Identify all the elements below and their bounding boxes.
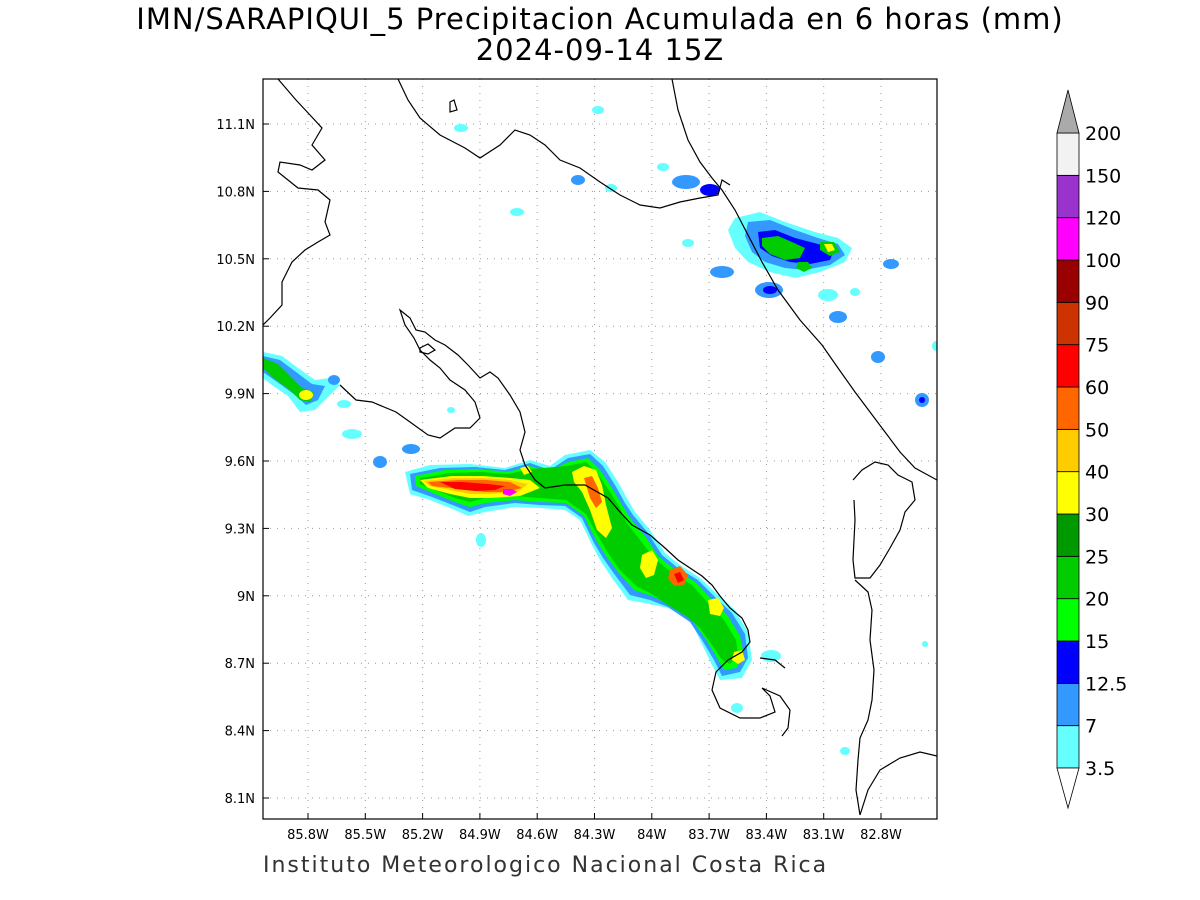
lat-tick-label: 10.8N xyxy=(216,185,255,200)
footer-credit: Instituto Meteorologico Nacional Costa R… xyxy=(263,853,829,878)
map-grid: 85.8W 85.5W 85.2W 84.9W 84.6W 84.3W 84W 83.7W 83… xyxy=(216,79,937,843)
panama-border-south xyxy=(854,579,875,816)
colorbar-label: 15 xyxy=(1085,631,1109,653)
coastlines xyxy=(263,79,937,816)
colorbar-segment xyxy=(1056,471,1080,515)
nicoya-gulf-coast xyxy=(339,308,791,737)
colorbar-label: 12.5 xyxy=(1085,673,1127,695)
pacific-coastline xyxy=(263,79,331,326)
lon-tick-label: 83.7W xyxy=(688,828,730,843)
panama-pacific xyxy=(859,751,937,816)
precipitation-field xyxy=(263,106,937,755)
lat-tick-label: 9.3N xyxy=(225,522,255,537)
lon-tick-label: 85.2W xyxy=(402,828,444,843)
caribbean-coast xyxy=(671,79,937,481)
lat-tick-label: 8.4N xyxy=(225,725,255,740)
colorbar-top-arrow xyxy=(1056,89,1080,134)
colorbar-label: 7 xyxy=(1085,716,1097,738)
colorbar-segment xyxy=(1056,555,1080,600)
colorbar-segment xyxy=(1056,682,1080,727)
colorbar-segment xyxy=(1056,217,1080,261)
lat-tick-label: 8.7N xyxy=(225,657,255,672)
colorbar-label: 150 xyxy=(1085,165,1121,187)
lon-tick-label: 83.1W xyxy=(803,828,845,843)
colorbar-label: 75 xyxy=(1085,335,1109,357)
lat-tick-label: 9.9N xyxy=(225,388,255,403)
colorbar: 3.5 7 12.5 15 20 25 30 40 50 60 75 90 100 120 150 200 xyxy=(1056,89,1127,810)
colorbar-segment xyxy=(1056,344,1080,388)
lat-tick-label: 9N xyxy=(237,590,255,605)
rain-band-northwest xyxy=(263,352,928,755)
colorbar-segment xyxy=(1056,259,1080,303)
lat-tick-label: 10.5N xyxy=(216,253,255,268)
colorbar-label: 200 xyxy=(1085,123,1121,145)
colorbar-label: 20 xyxy=(1085,589,1109,611)
lon-tick-label: 84W xyxy=(637,828,667,843)
lon-tick-label: 84.6W xyxy=(516,828,558,843)
chira-island xyxy=(419,343,437,355)
colorbar-label: 25 xyxy=(1085,546,1109,568)
colorbar-segment xyxy=(1056,598,1080,642)
lon-tick-label: 84.9W xyxy=(459,828,501,843)
colorbar-bottom-arrow xyxy=(1056,767,1080,810)
lat-tick-label: 10.2N xyxy=(216,320,255,335)
osa-peninsula xyxy=(759,657,786,669)
colorbar-segment xyxy=(1056,301,1080,346)
colorbar-label: 30 xyxy=(1085,504,1109,526)
colorbar-segment xyxy=(1056,640,1080,684)
lat-tick-label: 8.1N xyxy=(225,792,255,807)
colorbar-segment xyxy=(1056,725,1080,769)
rain-band-northeast xyxy=(454,106,937,407)
colorbar-label: 100 xyxy=(1085,250,1121,272)
colorbar-label: 120 xyxy=(1085,208,1121,230)
lon-tick-label: 84.3W xyxy=(574,828,616,843)
map-valid-time: 2024-09-14 15Z xyxy=(475,33,725,67)
colorbar-segment xyxy=(1056,513,1080,557)
colorbar-segment xyxy=(1056,132,1080,176)
nicaragua-border xyxy=(397,79,731,209)
colorbar-label: 50 xyxy=(1085,419,1109,441)
colorbar-segment xyxy=(1056,428,1080,473)
map-frame xyxy=(262,78,938,820)
lon-tick-label: 85.5W xyxy=(344,828,386,843)
colorbar-label: 3.5 xyxy=(1085,758,1115,780)
rain-band-central xyxy=(405,450,752,680)
colorbar-label: 90 xyxy=(1085,292,1109,314)
lat-tick-label: 9.6N xyxy=(225,455,255,470)
panama-border xyxy=(852,461,916,579)
colorbar-label: 60 xyxy=(1085,377,1109,399)
lon-tick-label: 82.8W xyxy=(860,828,902,843)
lon-tick-label: 83.4W xyxy=(745,828,787,843)
lat-tick-label: 11.1N xyxy=(216,118,255,133)
lon-tick-label: 85.8W xyxy=(287,828,329,843)
map-title: IMN/SARAPIQUI_5 Precipitacion Acumulada … xyxy=(136,2,1064,36)
colorbar-segment xyxy=(1056,386,1080,430)
colorbar-segment xyxy=(1056,174,1080,219)
colorbar-label: 40 xyxy=(1085,462,1109,484)
island xyxy=(449,99,458,113)
